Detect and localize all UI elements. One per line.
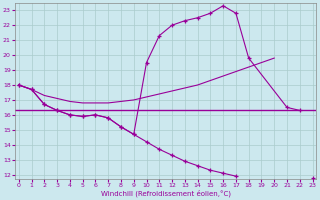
X-axis label: Windchill (Refroidissement éolien,°C): Windchill (Refroidissement éolien,°C) <box>101 190 231 197</box>
